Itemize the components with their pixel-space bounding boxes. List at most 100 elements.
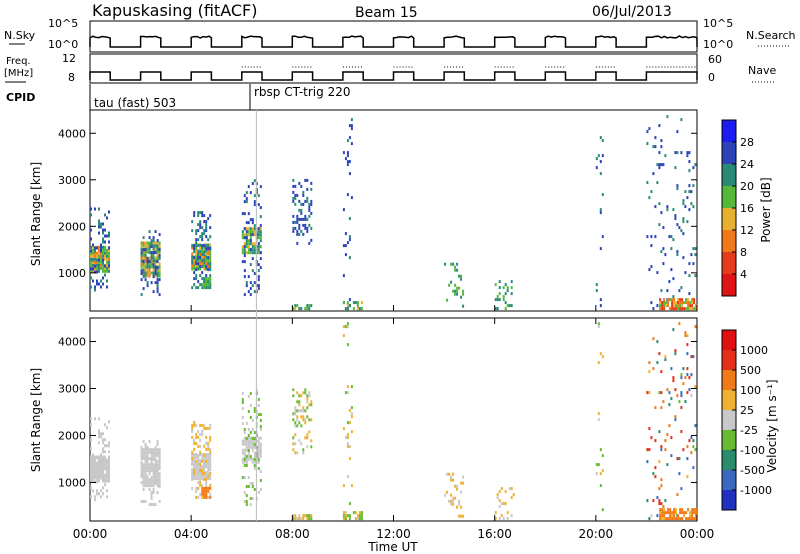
scatter-cell <box>199 261 202 265</box>
scatter-cell <box>90 467 92 471</box>
scatter-cell <box>243 476 246 479</box>
scatter-cell <box>661 517 664 521</box>
scatter-cell <box>199 471 202 475</box>
scatter-cell <box>257 236 260 240</box>
scatter-cell <box>144 268 147 272</box>
scatter-cell <box>104 234 106 238</box>
scatter-cell <box>257 398 260 401</box>
scatter-cell <box>90 473 92 477</box>
y-tick-label: 1000 <box>58 267 86 280</box>
scatter-cell <box>678 322 681 326</box>
scatter-cell <box>494 283 497 287</box>
scatter-cell <box>104 461 106 465</box>
scatter-cell <box>690 355 693 359</box>
scatter-cell <box>193 244 196 248</box>
scatter-cell <box>142 256 145 260</box>
scatter-cell <box>108 254 110 258</box>
scatter-cell <box>243 442 246 446</box>
scatter-cell <box>203 426 206 430</box>
scatter-cell <box>150 461 153 464</box>
scatter-cell <box>658 487 661 491</box>
scatter-cell <box>197 286 200 290</box>
scatter-cell <box>154 266 157 270</box>
scatter-cell <box>259 470 262 473</box>
scatter-cell <box>98 282 100 286</box>
scatter-cell <box>257 230 260 234</box>
scatter-cell <box>152 452 155 455</box>
scatter-cell <box>106 279 108 283</box>
scatter-cell <box>599 472 602 476</box>
scatter-cell <box>253 488 256 491</box>
scatter-cell <box>195 435 198 439</box>
scatter-cell <box>158 481 161 485</box>
scatter-cell <box>156 475 159 479</box>
scatter-cell <box>346 241 349 245</box>
scatter-cell <box>102 276 104 280</box>
scatter-cell <box>601 139 604 143</box>
scatter-cell <box>203 462 206 466</box>
scatter-cell <box>158 244 161 248</box>
scatter-cell <box>148 448 151 452</box>
scatter-cell <box>92 470 94 474</box>
scatter-cell <box>648 361 651 365</box>
scatter-cell <box>142 440 145 443</box>
scatter-cell <box>257 233 260 237</box>
cpid-entry-1: tau (fast) 503 <box>94 96 176 110</box>
scatter-cell <box>207 268 210 272</box>
scatter-cell <box>342 151 345 155</box>
scatter-cell <box>650 244 653 248</box>
scatter-cell <box>249 236 252 240</box>
scatter-cell <box>595 472 598 476</box>
scatter-cell <box>259 206 262 210</box>
scatter-cell <box>656 271 659 275</box>
scatter-cell <box>344 307 347 311</box>
scatter-cell <box>452 262 455 266</box>
freq-label: Freq. <box>6 56 31 67</box>
scatter-cell <box>241 212 244 216</box>
scatter-cell <box>158 265 161 269</box>
scatter-cell <box>92 458 94 462</box>
scatter-cell <box>199 444 202 448</box>
scatter-cell <box>257 460 260 464</box>
scatter-cell <box>346 385 349 389</box>
scatter-cell <box>92 258 94 262</box>
scatter-cell <box>298 514 301 518</box>
scatter-cell <box>668 235 671 239</box>
scatter-cell <box>247 230 250 234</box>
scatter-cell <box>92 260 94 264</box>
freq-panel: Freq. [MHz] 12 8 60 0 Nave <box>4 52 776 84</box>
scatter-cell <box>259 230 262 234</box>
scatter-cell <box>678 472 681 476</box>
scatter-cell <box>243 242 246 246</box>
scatter-cell <box>241 407 244 410</box>
x-tick-label: 00:00 <box>680 527 715 541</box>
scatter-cell <box>669 307 672 311</box>
scatter-cell <box>346 193 349 197</box>
scatter-cell <box>346 445 349 449</box>
scatter-cell <box>158 479 161 482</box>
scatter-cell <box>205 426 208 430</box>
scatter-cell <box>661 511 664 515</box>
scatter-cell <box>207 264 210 268</box>
scatter-cell <box>94 467 96 471</box>
scatter-cell <box>205 283 208 287</box>
scatter-cell <box>158 451 161 455</box>
scatter-cell <box>205 492 208 496</box>
scatter-cell <box>460 277 463 281</box>
scatter-cell <box>156 281 159 285</box>
scatter-cell <box>350 118 353 122</box>
scatter-cell <box>253 451 256 455</box>
scatter-cell <box>142 478 145 482</box>
scatter-cell <box>146 281 149 285</box>
scatter-cell <box>660 484 663 488</box>
scatter-cell <box>100 489 102 493</box>
scatter-cell <box>259 251 262 255</box>
scatter-cell <box>348 238 351 242</box>
scatter-cell <box>158 485 161 488</box>
scatter-cell <box>152 263 155 267</box>
scatter-cell <box>247 245 250 249</box>
scatter-cell <box>152 491 155 494</box>
scatter-cell <box>683 511 686 515</box>
scatter-cell <box>292 442 295 446</box>
scatter-cell <box>356 304 359 308</box>
